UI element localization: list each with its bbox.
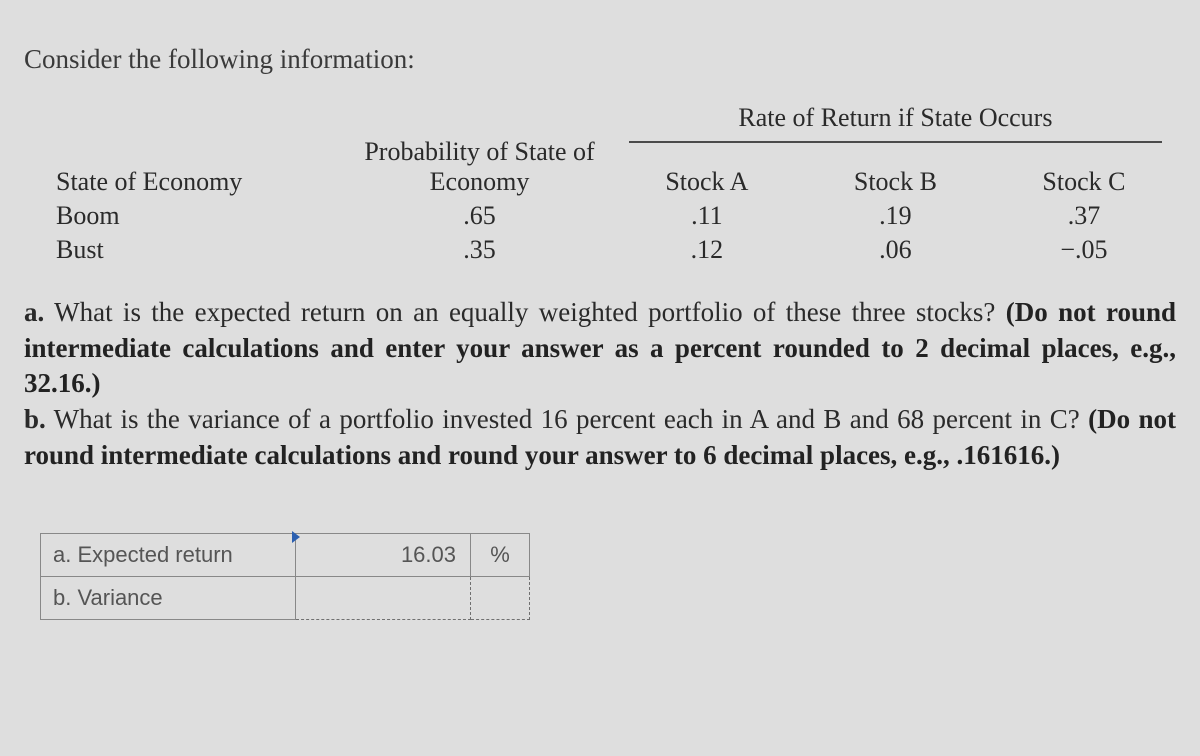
cell-state: Boom <box>24 199 344 233</box>
col-header-state: State of Economy <box>24 153 344 199</box>
question-b: b. What is the variance of a portfolio i… <box>24 402 1176 473</box>
question-b-text: What is the variance of a portfolio inve… <box>46 404 1088 434</box>
answer-b-label: b. Variance <box>41 577 296 620</box>
question-a: a. What is the expected return on an equ… <box>24 295 1176 402</box>
answer-a-unit: % <box>471 534 530 577</box>
cell-a: .12 <box>615 233 799 267</box>
rate-of-return-header: Rate of Return if State Occurs <box>615 101 1176 135</box>
table-row: Boom .65 .11 .19 .37 <box>24 199 1176 233</box>
group-header-row: Rate of Return if State Occurs <box>24 101 1176 135</box>
header-rule <box>629 141 1162 143</box>
question-a-text: What is the expected return on an equall… <box>44 297 1006 327</box>
data-table: Rate of Return if State Occurs Probabili… <box>24 101 1176 267</box>
answer-row-a: a. Expected return 16.03 % <box>41 534 530 577</box>
answer-table: a. Expected return 16.03 % b. Variance <box>40 533 530 620</box>
cell-b: .19 <box>799 199 992 233</box>
question-b-label: b. <box>24 404 46 434</box>
cell-prob: .35 <box>344 233 615 267</box>
answer-a-label: a. Expected return <box>41 534 296 577</box>
answer-b-unit <box>471 577 530 620</box>
cell-a: .11 <box>615 199 799 233</box>
group-rule-row: Probability of State of Economy <box>24 135 1176 153</box>
col-header-stock-b: Stock B <box>799 153 992 199</box>
cell-c: −.05 <box>992 233 1176 267</box>
table-row: Bust .35 .12 .06 −.05 <box>24 233 1176 267</box>
questions-block: a. What is the expected return on an equ… <box>24 295 1176 473</box>
col-header-prob: Probability of State of Economy <box>364 137 594 196</box>
question-a-label: a. <box>24 297 44 327</box>
answer-a-value: 16.03 <box>308 542 458 568</box>
cell-state: Bust <box>24 233 344 267</box>
answer-row-b: b. Variance <box>41 577 530 620</box>
cell-prob: .65 <box>344 199 615 233</box>
answer-b-input[interactable] <box>296 577 471 620</box>
check-icon <box>292 531 300 543</box>
cell-b: .06 <box>799 233 992 267</box>
page: Consider the following information: Rate… <box>0 0 1200 644</box>
cell-c: .37 <box>992 199 1176 233</box>
col-header-stock-c: Stock C <box>992 153 1176 199</box>
intro-text: Consider the following information: <box>24 44 1176 75</box>
answer-a-input[interactable]: 16.03 <box>296 534 471 577</box>
col-header-stock-a: Stock A <box>615 153 799 199</box>
